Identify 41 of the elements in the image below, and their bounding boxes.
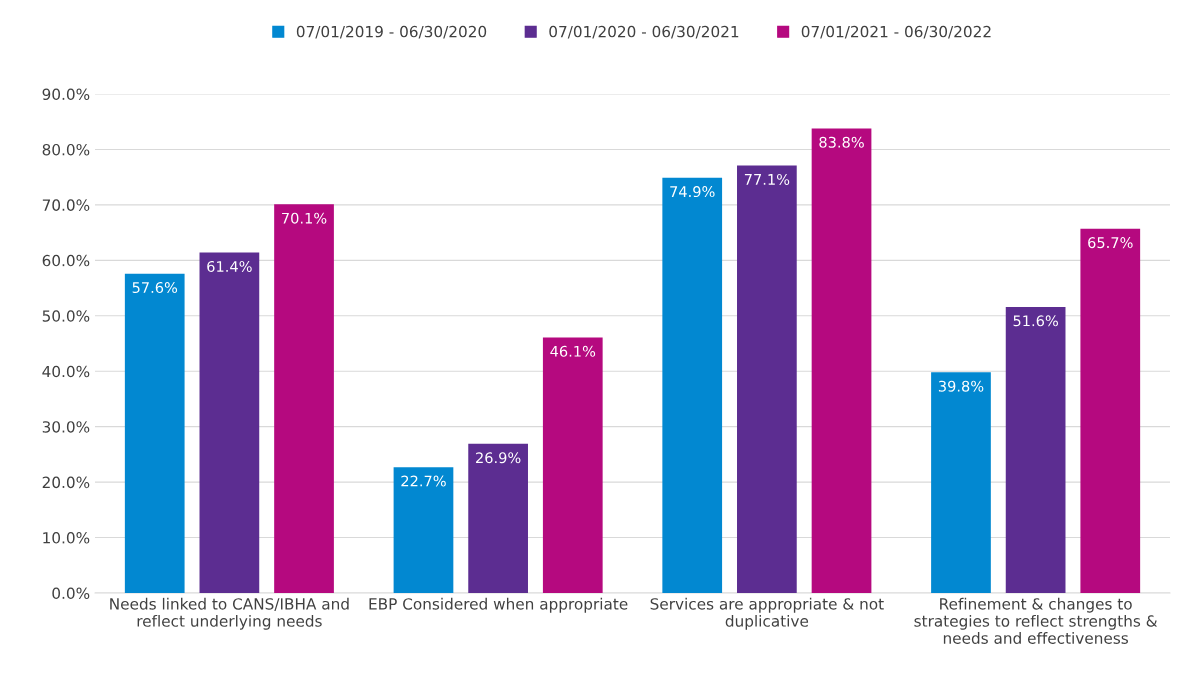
bar xyxy=(931,372,991,593)
legend-label: 07/01/2019 - 06/30/2020 xyxy=(296,25,487,39)
data-label: 74.9% xyxy=(670,186,715,198)
y-tick-label: 0.0% xyxy=(52,587,90,600)
y-tick-label: 30.0% xyxy=(42,421,90,433)
bar xyxy=(274,204,334,593)
data-label: 39.8% xyxy=(938,380,984,392)
y-tick-label: 20.0% xyxy=(42,476,90,489)
bar xyxy=(811,128,872,593)
bar xyxy=(199,252,260,593)
bar xyxy=(124,273,185,593)
bar xyxy=(737,165,797,593)
bar xyxy=(468,443,528,593)
legend-label: 07/01/2020 - 06/30/2021 xyxy=(549,25,739,39)
data-label: 57.6% xyxy=(132,282,178,294)
data-label: 22.7% xyxy=(401,475,446,487)
data-label: 83.8% xyxy=(819,136,864,148)
data-label: 46.1% xyxy=(550,345,596,357)
y-tick-label: 90.0% xyxy=(42,88,90,101)
bar xyxy=(662,177,723,593)
data-label: 77.1% xyxy=(744,173,790,185)
bar xyxy=(393,467,454,593)
y-tick-label: 50.0% xyxy=(42,310,90,322)
data-label: 70.1% xyxy=(282,212,327,224)
y-tick-label: 60.0% xyxy=(42,254,90,267)
y-tick-label: 80.0% xyxy=(42,143,90,156)
y-tick-label: 40.0% xyxy=(42,365,90,378)
bar xyxy=(1005,306,1066,593)
legend-label: 07/01/2021 - 06/30/2022 xyxy=(801,25,991,39)
y-tick-label: 10.0% xyxy=(43,532,90,544)
x-tick-label: Needs linked to CANS/IBHA and reflect underlying needs xyxy=(110,597,349,630)
y-tick-label: 70.0% xyxy=(42,199,90,211)
data-label: 61.4% xyxy=(207,260,252,272)
data-label: 51.6% xyxy=(1013,315,1058,327)
bar xyxy=(1080,228,1141,593)
bar xyxy=(542,337,603,593)
data-label: 65.7% xyxy=(1088,237,1133,249)
data-label: 26.9% xyxy=(476,452,521,464)
x-tick-label: Services are appropriate & not duplicative xyxy=(650,597,884,630)
x-tick-label: EBP Considered when appropriate xyxy=(369,597,628,613)
x-tick-label: Refinement & changes to strategies to reflect strengths & needs and effectiveness xyxy=(914,597,1158,644)
